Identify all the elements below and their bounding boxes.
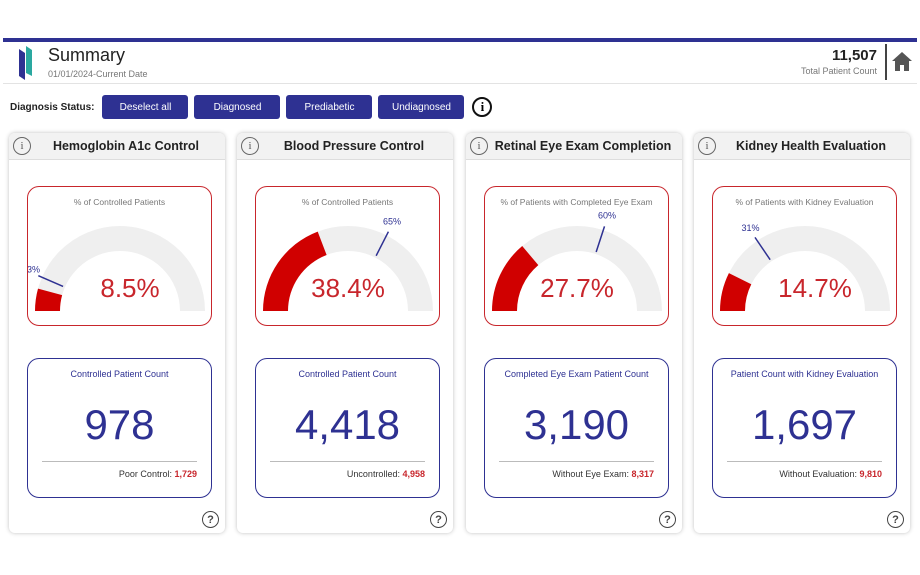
total-patient-count: 11,507 Total Patient Count bbox=[801, 47, 877, 76]
gauge-fill bbox=[263, 231, 327, 311]
card-header: i Kidney Health Evaluation bbox=[694, 133, 910, 160]
gauge-panel: % of Controlled Patients 13% 8.5% bbox=[27, 186, 212, 326]
gauge-track bbox=[492, 226, 662, 311]
metric-card: i Hemoglobin A1c Control % of Controlled… bbox=[9, 133, 225, 533]
header: Summary 01/01/2024-Current Date 11,507 T… bbox=[3, 42, 917, 84]
count-value: 1,697 bbox=[751, 401, 858, 448]
card-title: Blood Pressure Control bbox=[283, 139, 425, 153]
help-icon[interactable]: ? bbox=[887, 511, 904, 528]
divider bbox=[727, 461, 882, 462]
card-header: i Retinal Eye Exam Completion bbox=[466, 133, 682, 160]
info-icon[interactable]: i bbox=[472, 97, 493, 117]
gauge-fill bbox=[35, 288, 63, 311]
date-range: 01/01/2024-Current Date bbox=[48, 69, 148, 79]
gauge-value: 27.7% bbox=[540, 273, 614, 303]
count-value: 4,418 bbox=[294, 401, 401, 448]
gauge-target-label: 13% bbox=[28, 264, 40, 274]
count-value: 3,190 bbox=[523, 401, 630, 448]
filter-label: Diagnosis Status: bbox=[10, 101, 95, 113]
page-title: Summary bbox=[48, 45, 126, 65]
footer-label: Poor Control: bbox=[118, 469, 172, 479]
metric-card: i Retinal Eye Exam Completion % of Patie… bbox=[466, 133, 682, 533]
card-title: Hemoglobin A1c Control bbox=[52, 139, 200, 153]
footer-value: 9,810 bbox=[859, 469, 882, 479]
count-footer: Poor Control: 1,729 bbox=[119, 469, 197, 479]
divider bbox=[270, 461, 425, 462]
count-footer: Without Eye Exam: 8,317 bbox=[552, 469, 654, 479]
gauge-caption: % of Controlled Patients bbox=[301, 197, 394, 207]
count-footer: Uncontrolled: 4,958 bbox=[347, 469, 425, 479]
total-value: 11,507 bbox=[831, 47, 877, 64]
gauge-value: 14.7% bbox=[778, 273, 852, 303]
info-icon[interactable]: i bbox=[698, 137, 716, 155]
gauge-chart: 65% 38.4% bbox=[263, 217, 433, 311]
gauge-fill bbox=[492, 246, 539, 311]
footer-value: 4,958 bbox=[402, 469, 425, 479]
gauge-target-label: 31% bbox=[741, 223, 759, 233]
footer-value: 1,729 bbox=[174, 469, 197, 479]
gauge-caption: % of Patients with Kidney Evaluation bbox=[735, 197, 874, 207]
gauge-fill bbox=[720, 273, 752, 311]
count-value: 978 bbox=[84, 401, 155, 448]
gauge-caption: % of Controlled Patients bbox=[73, 197, 166, 207]
logo-icon bbox=[19, 46, 32, 80]
gauge-caption: % of Patients with Completed Eye Exam bbox=[500, 197, 653, 207]
divider bbox=[42, 461, 197, 462]
gauge-target-marker bbox=[375, 231, 390, 257]
metric-card: i Blood Pressure Control % of Controlled… bbox=[237, 133, 453, 533]
metric-card: i Kidney Health Evaluation % of Patients… bbox=[694, 133, 910, 533]
footer-label: Without Evaluation: bbox=[779, 469, 857, 479]
gauge-value: 8.5% bbox=[100, 273, 159, 303]
gauge-chart: 31% 14.7% bbox=[720, 223, 890, 311]
gauge-track bbox=[35, 226, 205, 311]
divider bbox=[885, 44, 887, 80]
gauge-panel: % of Patients with Kidney Evaluation 31%… bbox=[712, 186, 897, 326]
divider bbox=[499, 461, 654, 462]
gauge-value: 38.4% bbox=[311, 273, 385, 303]
gauge-panel: % of Patients with Completed Eye Exam 60… bbox=[484, 186, 669, 326]
gauge-panel: % of Controlled Patients 65% 38.4% bbox=[255, 186, 440, 326]
info-icon[interactable]: i bbox=[241, 137, 259, 155]
count-caption: Controlled Patient Count bbox=[298, 369, 397, 379]
gauge-chart: 13% 8.5% bbox=[28, 226, 205, 311]
count-panel: Controlled Patient Count 4,418 Uncontrol… bbox=[255, 358, 440, 498]
gauge-target-marker bbox=[754, 236, 771, 261]
footer-label: Uncontrolled: bbox=[346, 469, 400, 479]
card-header: i Blood Pressure Control bbox=[237, 133, 453, 160]
diagnosed-button[interactable]: Diagnosed bbox=[194, 95, 281, 119]
card-title: Kidney Health Evaluation bbox=[735, 139, 887, 153]
top-accent-bar bbox=[3, 38, 917, 42]
deselect-all-button[interactable]: Deselect all bbox=[102, 95, 189, 119]
count-caption: Patient Count with Kidney Evaluation bbox=[730, 369, 879, 379]
gauge-target-label: 65% bbox=[383, 217, 401, 227]
gauge-target-label: 60% bbox=[598, 211, 616, 221]
count-footer: Without Evaluation: 9,810 bbox=[779, 469, 882, 479]
count-caption: Completed Eye Exam Patient Count bbox=[504, 369, 649, 379]
home-icon[interactable] bbox=[891, 50, 913, 72]
gauge-target-marker bbox=[38, 274, 64, 288]
count-panel: Completed Eye Exam Patient Count 3,190 W… bbox=[484, 358, 669, 498]
footer-label: Without Eye Exam: bbox=[552, 469, 629, 479]
count-panel: Controlled Patient Count 978 Poor Contro… bbox=[27, 358, 212, 498]
diagnosis-filter: Diagnosis Status: Deselect all Diagnosed… bbox=[10, 95, 493, 119]
card-header: i Hemoglobin A1c Control bbox=[9, 133, 225, 160]
count-panel: Patient Count with Kidney Evaluation 1,6… bbox=[712, 358, 897, 498]
gauge-target-marker bbox=[595, 226, 606, 253]
help-icon[interactable]: ? bbox=[659, 511, 676, 528]
help-icon[interactable]: ? bbox=[202, 511, 219, 528]
gauge-chart: 60% 27.7% bbox=[492, 211, 662, 311]
card-title: Retinal Eye Exam Completion bbox=[494, 139, 672, 153]
prediabetic-button[interactable]: Prediabetic bbox=[286, 95, 373, 119]
undiagnosed-button[interactable]: Undiagnosed bbox=[378, 95, 465, 119]
total-label: Total Patient Count bbox=[800, 66, 877, 76]
info-icon[interactable]: i bbox=[13, 137, 31, 155]
count-caption: Controlled Patient Count bbox=[70, 369, 169, 379]
footer-value: 8,317 bbox=[631, 469, 654, 479]
info-icon[interactable]: i bbox=[470, 137, 488, 155]
help-icon[interactable]: ? bbox=[430, 511, 447, 528]
